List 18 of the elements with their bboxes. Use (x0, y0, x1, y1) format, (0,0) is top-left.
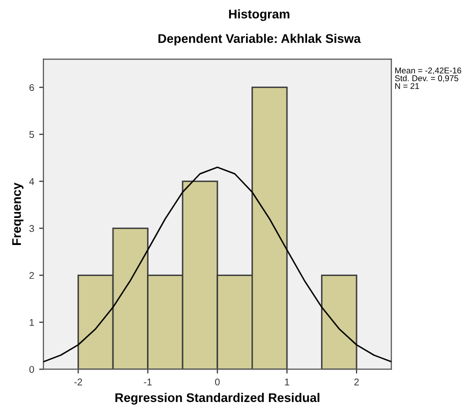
text: Mean = -2,42E-16 Std. Dev. = 0,975 N = 21 (394, 68, 462, 89)
x-tick-label: -1 (144, 378, 152, 386)
x-tick-label: 2 (354, 378, 359, 386)
x-tick-label: -2 (74, 378, 82, 386)
line-series (43, 166, 392, 362)
x-tick-label: 1 (285, 378, 290, 386)
chart-title: Histogram (229, 9, 290, 22)
y-tick-label: 2 (29, 272, 34, 279)
y-tick-label: 3 (29, 225, 34, 232)
y-tick-label: 6 (29, 84, 34, 91)
y-axis-title: Frequency (12, 182, 24, 245)
x-tick-label: 0 (215, 378, 220, 386)
y-tick-label: 5 (29, 131, 34, 138)
chart-subtitle: Dependent Variable: Akhlak Siswa (158, 34, 361, 46)
y-tick-label: 0 (29, 366, 34, 373)
y-tick-label: 1 (30, 319, 34, 326)
y-tick-label: 4 (29, 178, 34, 185)
x-axis-title: Regression Standardized Residual (115, 392, 320, 405)
